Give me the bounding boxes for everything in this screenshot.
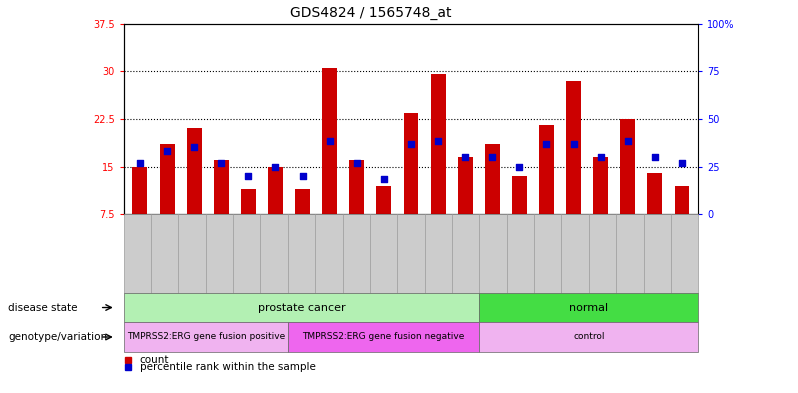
Text: GDS4824 / 1565748_at: GDS4824 / 1565748_at (290, 6, 452, 20)
Point (676, 160, 689, 167)
Point (567, 141, 580, 147)
Bar (160, 144, 175, 214)
Point (133, 160, 146, 167)
Point (215, 160, 227, 167)
Point (405, 141, 417, 147)
Point (486, 154, 499, 160)
Bar (539, 125, 554, 214)
Point (269, 163, 282, 170)
Point (513, 163, 526, 170)
Point (432, 138, 444, 144)
Point (323, 138, 336, 144)
Bar (241, 189, 256, 214)
Bar (404, 112, 418, 214)
Point (595, 154, 607, 160)
Bar (377, 185, 391, 214)
Bar (485, 144, 500, 214)
Bar (458, 157, 472, 214)
Bar (214, 160, 229, 214)
Text: TMPRSS2:ERG gene fusion positive: TMPRSS2:ERG gene fusion positive (127, 332, 285, 342)
Point (649, 154, 662, 160)
Bar (593, 157, 608, 214)
Bar (431, 74, 445, 214)
Text: count: count (140, 354, 169, 365)
Text: prostate cancer: prostate cancer (258, 303, 346, 312)
Point (459, 154, 472, 160)
Text: genotype/variation: genotype/variation (8, 332, 107, 342)
Point (242, 173, 255, 179)
Bar (322, 68, 337, 214)
Bar (647, 173, 662, 214)
Point (188, 144, 200, 151)
Bar (350, 160, 364, 214)
Text: normal: normal (569, 303, 608, 312)
Point (350, 160, 363, 167)
Text: TMPRSS2:ERG gene fusion negative: TMPRSS2:ERG gene fusion negative (302, 332, 464, 342)
Text: percentile rank within the sample: percentile rank within the sample (140, 362, 315, 373)
Text: control: control (573, 332, 605, 342)
Point (540, 141, 553, 147)
Point (296, 173, 309, 179)
Point (622, 138, 634, 144)
Text: disease state: disease state (8, 303, 77, 312)
Point (160, 147, 173, 154)
Bar (674, 185, 689, 214)
Point (377, 176, 390, 182)
Bar (620, 119, 635, 214)
Bar (295, 189, 310, 214)
Bar (512, 176, 527, 214)
Bar (268, 167, 283, 214)
Bar (187, 129, 202, 214)
Bar (566, 81, 581, 214)
Bar (132, 167, 148, 214)
